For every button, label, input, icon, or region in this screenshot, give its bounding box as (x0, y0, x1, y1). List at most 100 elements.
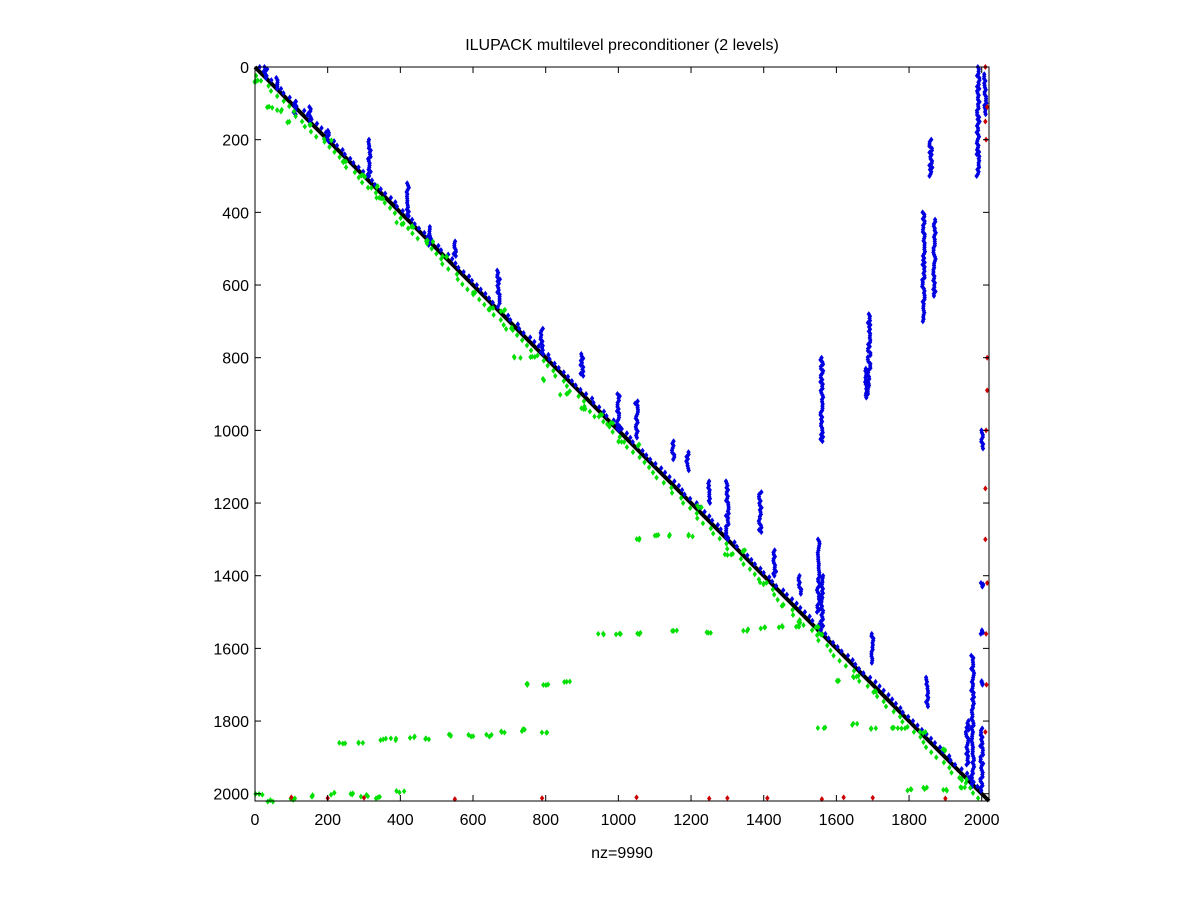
upper-point (980, 629, 986, 636)
upper-point (469, 277, 475, 284)
upper-point (772, 572, 777, 579)
lower-point (637, 631, 642, 638)
upper-point (581, 368, 586, 375)
lower-point (377, 793, 382, 800)
upper-point (976, 70, 981, 77)
upper-point (616, 427, 622, 434)
lower-point (253, 72, 259, 79)
upper-point (797, 579, 802, 586)
last-level-point (819, 796, 825, 803)
upper-point (915, 722, 920, 729)
upper-point (964, 724, 969, 731)
upper-point (814, 609, 820, 616)
x-tick-label: 2000 (964, 812, 1000, 829)
upper-point (922, 255, 927, 262)
lower-point (717, 535, 722, 542)
chart-title: ILUPACK multilevel preconditioner (2 lev… (465, 37, 779, 54)
lower-point (501, 321, 506, 328)
upper-point (274, 85, 280, 92)
y-axis: 0 200 400 600 800 1000 1200 1400 1600 1800 2000 (213, 60, 989, 804)
lower-point (567, 678, 573, 685)
upper-point (866, 358, 871, 365)
upper-point (905, 713, 911, 720)
lower-point (752, 571, 757, 578)
upper-point (975, 116, 980, 123)
upper-point (679, 486, 685, 493)
lower-point (270, 104, 275, 111)
upper-point (601, 408, 607, 415)
lower-point (667, 531, 672, 538)
lower-point (314, 133, 319, 140)
upper-point (930, 271, 936, 278)
upper-point (976, 131, 981, 138)
upper-point (975, 90, 980, 97)
upper-point (977, 118, 982, 125)
lower-point (535, 352, 540, 359)
upper-point (309, 116, 314, 123)
last-level-point (983, 536, 988, 543)
upper-point (761, 569, 766, 576)
upper-point (978, 630, 984, 637)
upper-point (685, 455, 691, 462)
lower-point (790, 611, 796, 618)
upper-point (820, 438, 825, 445)
upper-point (287, 94, 292, 101)
upper-point (662, 469, 668, 476)
upper-point (653, 460, 658, 467)
lower-point (669, 484, 674, 491)
lower-point (624, 444, 630, 451)
upper-point (539, 348, 544, 355)
lower-point (851, 674, 856, 681)
upper-point (672, 478, 677, 485)
lower-point (801, 622, 806, 629)
lower-point (287, 103, 292, 110)
lower-point (343, 164, 349, 171)
last-level-point (984, 103, 990, 110)
y-tick-label: 1200 (213, 496, 249, 513)
lower-point (519, 728, 525, 735)
upper-point (718, 526, 723, 533)
upper-point (540, 342, 545, 349)
upper-point (978, 579, 984, 586)
upper-point (819, 418, 825, 425)
upper-point (671, 456, 676, 463)
lower-point (310, 792, 315, 799)
upper-point (952, 761, 958, 768)
upper-point (925, 692, 930, 699)
y-tick-label: 2000 (213, 787, 249, 804)
y-tick-label: 600 (222, 278, 249, 295)
y-tick-label: 0 (240, 60, 249, 77)
upper-point (540, 351, 546, 358)
upper-point (757, 495, 762, 502)
lower-point (790, 606, 795, 613)
y-tick-label: 400 (222, 205, 249, 222)
upper-point (769, 578, 775, 585)
upper-point (356, 164, 361, 171)
upper-point (578, 386, 583, 393)
lower-point (865, 683, 870, 690)
lower-point (465, 286, 470, 293)
lower-point (889, 724, 895, 731)
upper-point (671, 442, 676, 449)
upper-point (932, 253, 938, 260)
upper-point (959, 766, 964, 773)
lower-point (924, 784, 930, 791)
x-tick-label: 1600 (819, 812, 855, 829)
upper-point (819, 583, 824, 590)
lower-point (680, 500, 686, 507)
lower-point (528, 354, 533, 361)
lower-point (270, 798, 276, 805)
lower-point (637, 454, 642, 461)
upper-point (694, 500, 699, 507)
lower-point (949, 769, 954, 776)
upper-point (615, 403, 620, 410)
lower-point (373, 189, 379, 196)
lower-point (440, 260, 445, 267)
upper-point (578, 370, 583, 377)
upper-point (978, 778, 983, 785)
upper-point (983, 111, 988, 118)
upper-point (931, 251, 937, 258)
upper-point (932, 279, 938, 286)
upper-point (807, 613, 812, 620)
lower-point (819, 631, 825, 638)
